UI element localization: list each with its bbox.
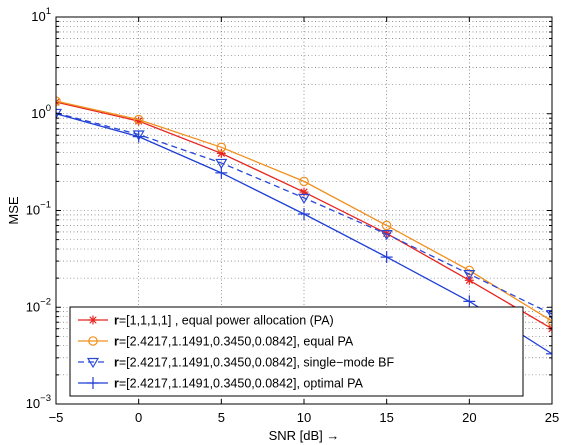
- legend-label: r=[2.4217,1.1491,0.3450,0.0842], optimal…: [114, 377, 364, 391]
- y-tick-label: 101: [31, 6, 51, 24]
- legend-label: r=[2.4217,1.1491,0.3450,0.0842], equal P…: [114, 335, 354, 349]
- legend-entry-2: r=[2.4217,1.1491,0.3450,0.0842], equal P…: [78, 335, 354, 349]
- legend-entry-4: r=[2.4217,1.1491,0.3450,0.0842], optimal…: [78, 377, 364, 391]
- legend-entry-1: r=[1,1,1,1] , equal power allocation (PA…: [78, 314, 334, 328]
- axes: −5 0 5 10 15 20 25 10−3 10−2 10−1 100 101: [26, 6, 560, 425]
- legend-entry-3: r=[2.4217,1.1491,0.3450,0.0842], single−…: [78, 356, 394, 370]
- data-point-circle: [88, 336, 98, 346]
- data-point-triangle-down: [463, 270, 476, 281]
- y-axis-label: MSE: [6, 196, 21, 225]
- data-point-circle: [216, 142, 227, 153]
- legend-label: r=[1,1,1,1] , equal power allocation (PA…: [114, 314, 334, 328]
- data-point-circle: [381, 220, 392, 231]
- x-tick-label: 20: [462, 410, 476, 425]
- data-point-star: [299, 187, 309, 197]
- data-point-plus: [215, 166, 228, 179]
- data-point-plus: [298, 208, 310, 221]
- x-tick-label: 25: [545, 410, 559, 425]
- grid: [56, 17, 552, 404]
- x-tick-label: 0: [135, 410, 142, 425]
- data-point-triangle-down: [215, 158, 228, 170]
- data-point-star: [88, 315, 98, 325]
- data-point-circle: [56, 96, 61, 106]
- data-point-triangle-down: [297, 193, 311, 205]
- x-tick-label: 5: [218, 410, 225, 425]
- y-tick-label: 10−3: [26, 393, 51, 411]
- x-axis-label: SNR [dB] →: [269, 428, 340, 443]
- data-point-circle: [133, 114, 144, 125]
- legend: r=[1,1,1,1] , equal power allocation (PA…: [69, 306, 524, 397]
- series-4: [56, 107, 552, 360]
- data-point-plus: [132, 130, 145, 143]
- data-point-plus: [546, 347, 552, 360]
- data-point-plus: [463, 295, 476, 308]
- data-point-triangle-down: [86, 357, 100, 369]
- data-point-triangle-down: [545, 309, 552, 321]
- series-layer: [56, 96, 552, 360]
- x-tick-label: 10: [297, 410, 311, 425]
- x-tick-label: −5: [49, 410, 64, 425]
- y-tick-label: 10−2: [26, 296, 51, 314]
- y-tick-label: 100: [31, 103, 51, 121]
- legend-box: [69, 306, 524, 397]
- data-point-circle: [299, 176, 309, 187]
- legend-label: r=[2.4217,1.1491,0.3450,0.0842], single−…: [114, 356, 394, 370]
- y-tick-label: 10−1: [26, 200, 51, 218]
- data-point-triangle-down: [380, 230, 393, 241]
- x-tick-label: 15: [379, 410, 393, 425]
- data-point-plus: [380, 251, 393, 264]
- data-point-plus: [87, 377, 99, 389]
